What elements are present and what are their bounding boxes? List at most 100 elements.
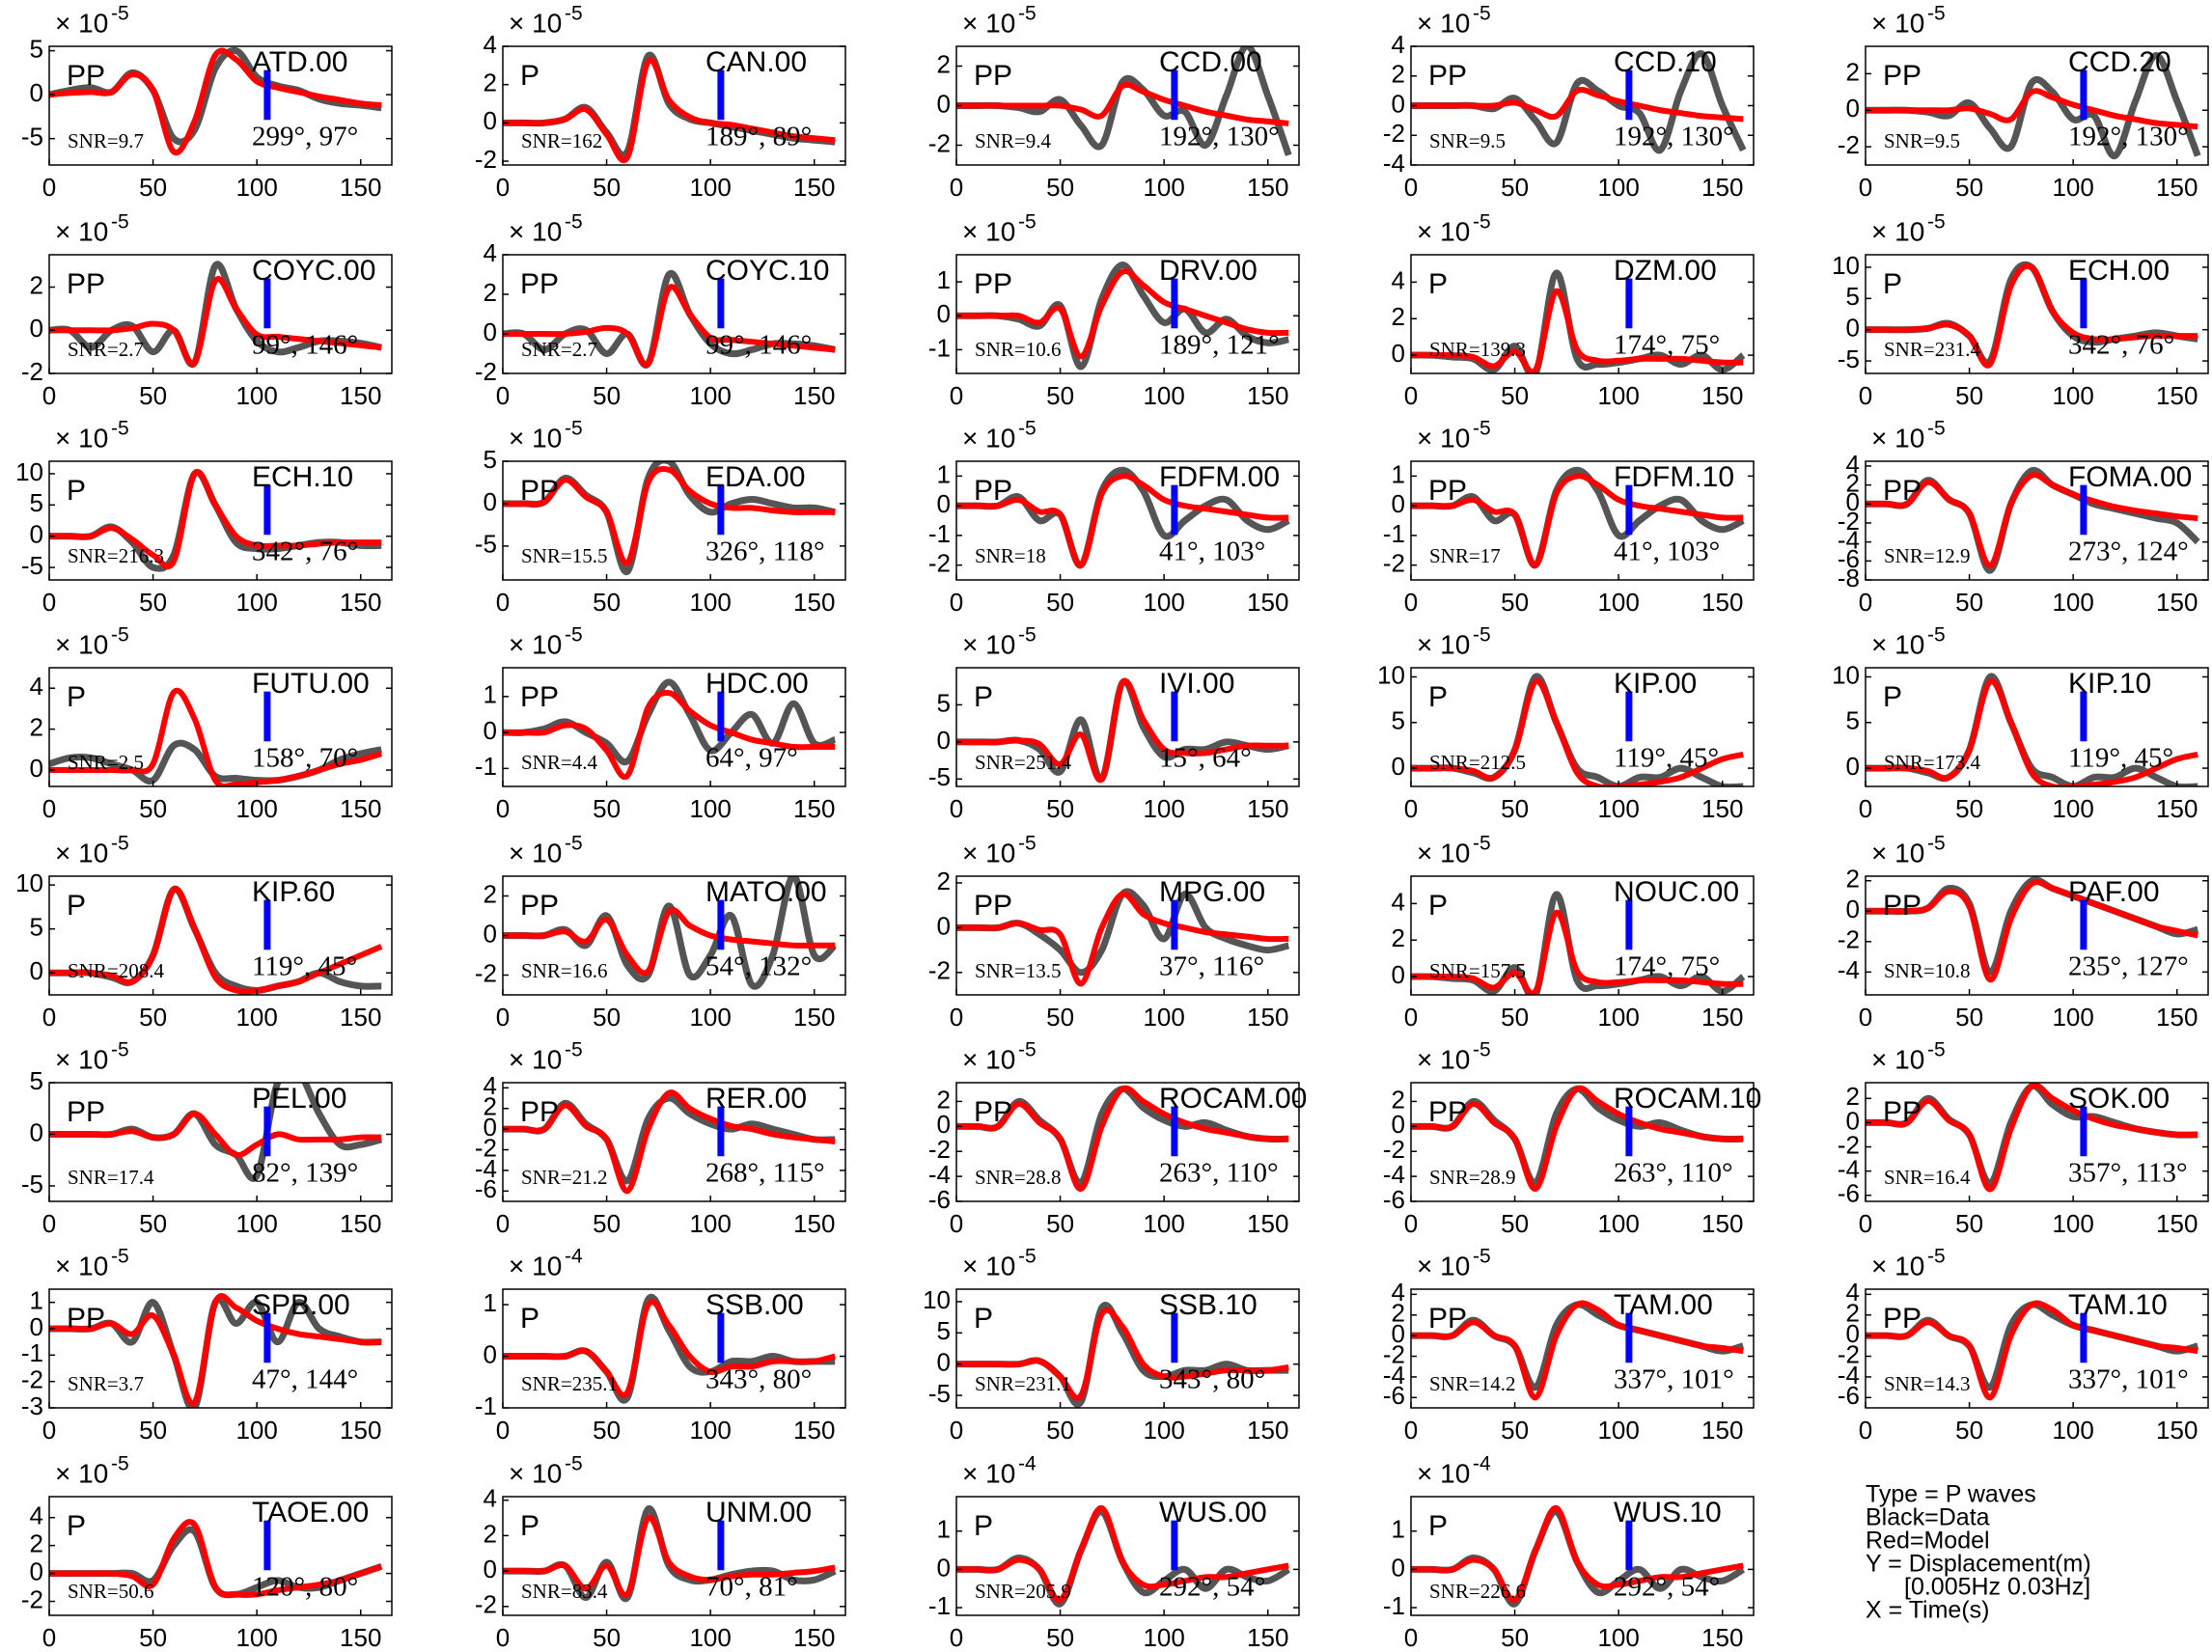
y-tick-label: -2: [928, 1135, 951, 1164]
exponent: -5: [111, 1039, 129, 1061]
axes-box: [1410, 1496, 1755, 1616]
x-tick-label: 0: [950, 173, 963, 202]
model-trace: [956, 473, 1289, 568]
phase: P: [1883, 268, 1902, 300]
exponent: -5: [1927, 1246, 1946, 1268]
x-tick-label: 100: [1597, 381, 1639, 410]
y-tick-label: 0: [1846, 1106, 1860, 1135]
angles: 342°, 76°: [2068, 330, 2174, 361]
y-tick-label: 2: [30, 712, 43, 741]
x-tick-label: 150: [2156, 173, 2198, 202]
multiplier: × 10: [55, 423, 108, 453]
x-tick-label: 150: [1701, 1003, 1743, 1032]
exponent: -5: [1927, 211, 1946, 234]
x-tick-label: 150: [2156, 794, 2198, 823]
x-tick-label: 150: [340, 1209, 381, 1238]
y-tick-label: 4: [1392, 265, 1405, 294]
angles: 54°, 132°: [705, 951, 812, 982]
exponent: -5: [111, 624, 129, 647]
y-tick-label: 0: [30, 1312, 43, 1341]
y-tick-label: 2: [1846, 865, 1860, 894]
snr: SNR=231.1: [975, 1372, 1071, 1395]
x-tick-label: 0: [1859, 1003, 1872, 1032]
x-tick-label: 0: [950, 1623, 963, 1652]
y-tick-label: 2: [1846, 1299, 1860, 1328]
snr: SNR=4.4: [521, 751, 597, 774]
model-trace: [49, 687, 383, 786]
x-tick-label: 100: [1597, 1003, 1639, 1032]
angles: 119°, 45°: [2068, 743, 2173, 774]
station: ROCAM.00: [1159, 1083, 1307, 1115]
angles: 343°, 80°: [705, 1364, 812, 1395]
axes-box: [955, 1082, 1300, 1202]
snr: SNR=9.4: [975, 129, 1051, 152]
angles: 337°, 101°: [1614, 1364, 1734, 1395]
exponent: -5: [1473, 833, 1491, 855]
axes-box: [502, 254, 846, 374]
phase: P: [67, 475, 86, 507]
phase: P: [1428, 681, 1448, 713]
axes-box: [48, 1288, 393, 1409]
x-tick-label: 0: [1404, 173, 1418, 202]
station: FDFM.10: [1614, 461, 1734, 493]
multiplier: × 10: [509, 1458, 562, 1488]
y-tick-label: 10: [1832, 660, 1860, 689]
axes-box: [502, 667, 846, 787]
axes-box: [955, 1288, 1300, 1409]
model-trace: [1411, 473, 1744, 568]
y-tick-label: 2: [1392, 1085, 1405, 1114]
station: SSB.10: [1159, 1289, 1258, 1321]
x-tick-label: 0: [1404, 1416, 1418, 1445]
x-tick-label: 150: [2156, 1003, 2198, 1032]
snr: SNR=9.5: [1429, 129, 1506, 152]
y-tick-label: -4: [1838, 1361, 1860, 1390]
x-tick-label: 150: [2156, 1209, 2198, 1238]
station: KIP.00: [1614, 668, 1697, 700]
y-tick-label: 0: [30, 78, 43, 107]
x-tick-label: 150: [340, 588, 381, 617]
y-tick-label: 2: [30, 270, 43, 299]
snr: SNR=139.3: [1429, 338, 1526, 361]
phase: PP: [520, 475, 559, 507]
station: SOK.00: [2068, 1083, 2170, 1115]
multiplier: × 10: [55, 838, 108, 867]
x-tick-label: 150: [1701, 794, 1743, 823]
axes-box: [1410, 875, 1755, 996]
y-tick-label: -6: [1383, 1381, 1405, 1410]
y-tick-label: -2: [21, 1584, 43, 1613]
x-tick-label: 50: [593, 381, 621, 410]
x-tick-label: 150: [340, 381, 381, 410]
snr: SNR=235.1: [521, 1372, 618, 1395]
x-tick-label: 100: [1597, 1209, 1639, 1238]
snr: SNR=21.2: [521, 1166, 607, 1189]
y-tick-label: -4: [1383, 149, 1405, 178]
angles: 37°, 116°: [1159, 951, 1264, 982]
snr: SNR=2.7: [68, 338, 144, 361]
y-tick-label: 4: [484, 30, 497, 59]
exponent: -5: [1473, 418, 1491, 440]
y-tick-label: 4: [30, 1501, 43, 1530]
y-tick-label: -5: [475, 530, 497, 559]
x-tick-label: 150: [2156, 588, 2198, 617]
snr: SNR=3.7: [68, 1372, 144, 1395]
angles: 99°, 146°: [705, 330, 812, 361]
x-tick-label: 0: [496, 173, 510, 202]
model-trace: [503, 1089, 836, 1195]
x-tick-label: 0: [496, 588, 510, 617]
x-tick-label: 100: [1143, 173, 1184, 202]
y-tick-label: 4: [484, 1071, 497, 1100]
x-tick-label: 100: [689, 1209, 731, 1238]
x-tick-label: 150: [793, 1003, 835, 1032]
y-tick-label: 10: [15, 457, 43, 486]
model-trace: [1411, 1300, 1744, 1401]
exponent: -5: [111, 1246, 129, 1268]
x-tick-label: 0: [42, 1623, 56, 1652]
y-tick-label: 0: [1392, 89, 1405, 118]
x-tick-label: 0: [1404, 1003, 1418, 1032]
angles: 70°, 81°: [705, 1572, 798, 1603]
